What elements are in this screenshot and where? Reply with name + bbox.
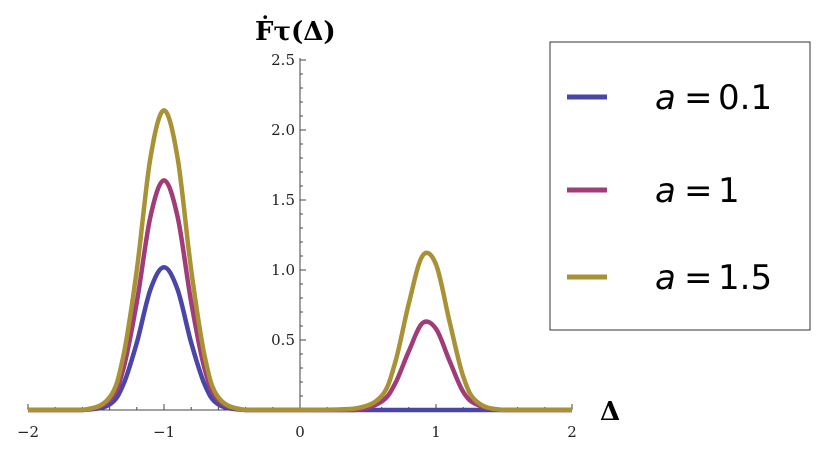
legend-equals: = [684, 171, 713, 211]
series-line-3 [28, 108, 572, 413]
legend-value: 1 [718, 171, 740, 211]
legend: a = 0.1a = 1a = 1.5 [549, 41, 811, 331]
y-tick-label: 1.0 [271, 261, 295, 279]
series-line-1 [28, 264, 572, 413]
y-tick-label: 1.5 [271, 191, 295, 209]
x-tick-label: 1 [431, 423, 441, 441]
axes: −2 −1 0 1 2 0.5 1.0 1.5 2.0 2.5 [17, 51, 577, 441]
legend-variable: a [655, 258, 676, 298]
legend-equals: = [684, 78, 713, 118]
legend-value: 1.5 [718, 258, 772, 298]
legend-variable: a [655, 171, 676, 211]
x-tick-label: −2 [17, 423, 39, 441]
axis-labels: Ḟτ(Δ) Δ [255, 15, 620, 427]
legend-variable: a [655, 78, 676, 118]
x-tick-label: 2 [567, 423, 577, 441]
x-tick-label: 0 [295, 423, 305, 441]
x-axis-label: Δ [600, 397, 620, 427]
y-tick-label: 0.5 [271, 331, 295, 349]
legend-equals: = [684, 258, 713, 298]
y-tick-label: 2.5 [271, 51, 295, 69]
legend-value: 0.1 [718, 78, 772, 118]
series-lines [28, 108, 572, 413]
y-tick-label: 2.0 [271, 121, 295, 139]
legend-box [549, 41, 811, 331]
y-axis-label: Ḟτ(Δ) [255, 15, 336, 47]
x-tick-label: −1 [153, 423, 175, 441]
